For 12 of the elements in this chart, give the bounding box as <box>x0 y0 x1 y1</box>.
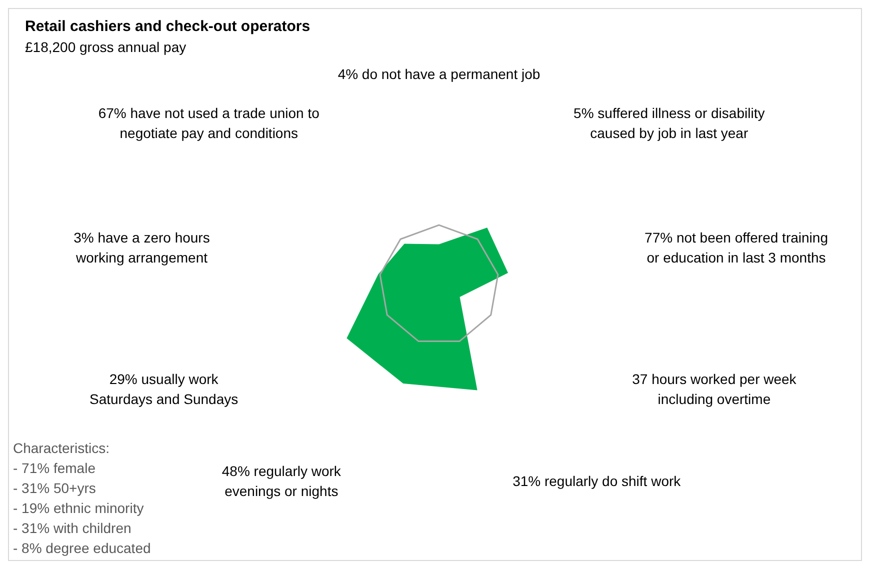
spoke-label: 29% usually work Saturdays and Sundays <box>89 370 238 407</box>
spoke-label: 3% have a zero hours working arrangement <box>74 229 210 266</box>
spoke-label: 5% suffered illness or disability caused by job in last year <box>574 104 765 141</box>
spoke-label: 4% do not have a permanent job <box>338 66 540 82</box>
spoke-label: 37 hours worked per week including overtime <box>632 370 798 407</box>
spoke-label: 48% regularly work evenings or nights <box>222 463 342 500</box>
text: Characteristics: - 71% female - 31% 50+yrs - 19% ethnic minority - 31% with children - 8% degree educated <box>13 439 151 558</box>
spoke-label: 31% regularly do shift work <box>512 473 682 490</box>
chart-subtitle: £18,200 gross annual pay <box>25 39 186 55</box>
spoke-label: 67% have not used a trade union to negotiate pay and conditions <box>98 104 320 141</box>
chart-title: Retail cashiers and check-out operators <box>25 18 310 35</box>
spoke-label: 77% not been offered training or education in last 3 months <box>644 229 828 266</box>
